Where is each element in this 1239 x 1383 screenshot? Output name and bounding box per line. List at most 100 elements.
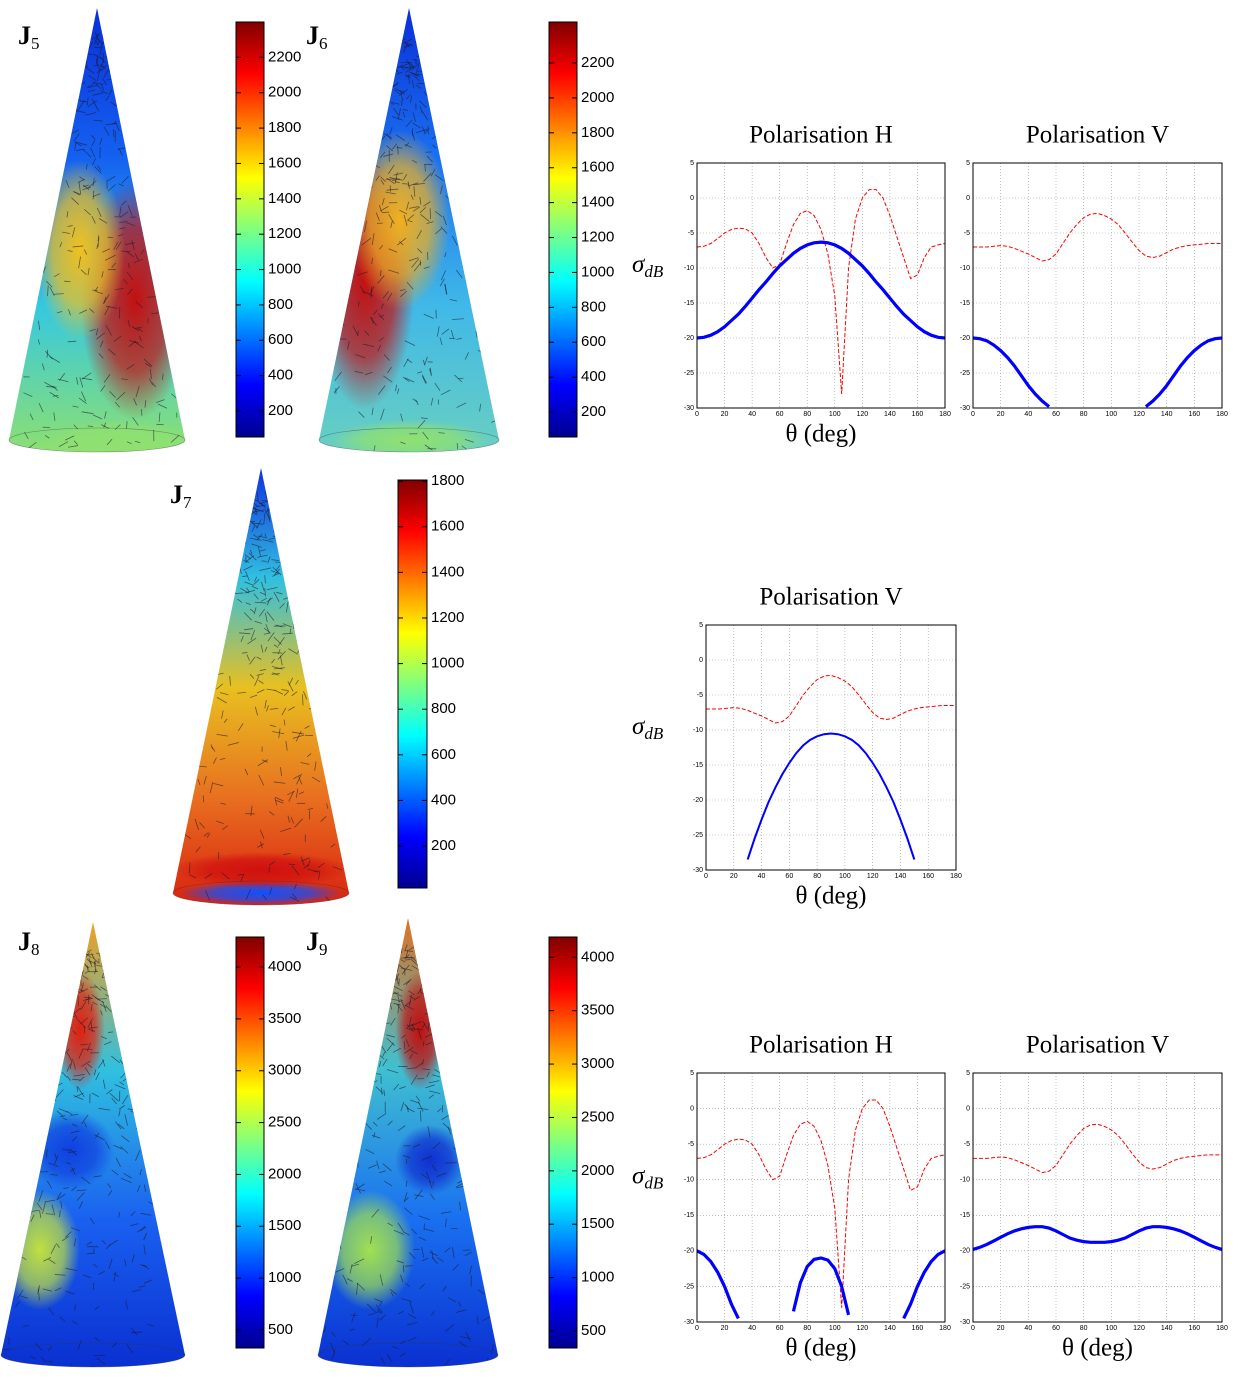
- colorbar-tick-label: 3000: [268, 1062, 301, 1079]
- current-arrow: [349, 1328, 355, 1332]
- current-arrow: [64, 1231, 72, 1238]
- cone-label: J7: [170, 480, 192, 512]
- current-arrow: [411, 258, 420, 268]
- current-arrow: [410, 1027, 423, 1031]
- current-arrow: [118, 233, 124, 237]
- current-arrow: [66, 1063, 71, 1072]
- current-arrow: [324, 1361, 330, 1367]
- current-arrow: [303, 691, 308, 700]
- colorbar-tick-label: 3500: [268, 1010, 301, 1027]
- current-arrow: [402, 43, 409, 53]
- current-arrow: [46, 349, 49, 358]
- current-arrow: [133, 341, 144, 349]
- current-arrow: [376, 1160, 380, 1170]
- current-arrow: [406, 1105, 409, 1113]
- current-arrow: [281, 707, 287, 716]
- current-arrow: [90, 1004, 93, 1012]
- current-arrow: [62, 1117, 68, 1121]
- x-tick-label: 100: [1105, 1325, 1117, 1332]
- current-arrow: [380, 176, 386, 182]
- current-arrow: [405, 74, 412, 78]
- series-line: [746, 732, 916, 860]
- current-arrow: [382, 1058, 388, 1067]
- current-arrow: [70, 1113, 79, 1116]
- current-arrow: [442, 215, 447, 226]
- y-tick-label: -20: [684, 1248, 694, 1255]
- current-arrow: [440, 389, 451, 396]
- current-arrow: [354, 1258, 365, 1265]
- current-arrow: [259, 829, 265, 839]
- current-arrow: [144, 1165, 156, 1170]
- current-arrow: [300, 762, 310, 765]
- current-arrow: [244, 581, 254, 586]
- current-arrow: [400, 1274, 404, 1283]
- current-arrow: [400, 1101, 405, 1112]
- current-arrow: [197, 778, 201, 786]
- current-arrow: [287, 681, 294, 692]
- current-arrow: [287, 790, 295, 796]
- current-arrow: [385, 191, 396, 195]
- current-arrow: [61, 1071, 68, 1078]
- current-arrow: [47, 285, 49, 297]
- current-arrow: [40, 1356, 46, 1363]
- current-arrow: [272, 573, 279, 577]
- current-arrow: [59, 1316, 66, 1322]
- current-arrow: [419, 1283, 425, 1290]
- current-arrow: [121, 175, 129, 184]
- current-arrow: [400, 441, 406, 445]
- current-arrow: [249, 656, 256, 665]
- current-arrow: [437, 1107, 442, 1113]
- current-arrow: [68, 1151, 77, 1153]
- current-arrow: [333, 386, 340, 394]
- current-arrow: [121, 200, 127, 206]
- colorbar-tick-label: 1800: [431, 472, 464, 489]
- current-arrow: [88, 75, 97, 81]
- current-arrow: [379, 314, 385, 318]
- current-arrow: [86, 958, 92, 964]
- y-tick-label: -10: [960, 265, 970, 272]
- current-arrow: [386, 133, 392, 140]
- current-arrow: [415, 1095, 421, 1102]
- current-arrow: [119, 211, 129, 218]
- current-arrow: [370, 1236, 373, 1244]
- current-arrow: [410, 1050, 418, 1055]
- current-arrow: [44, 1199, 56, 1203]
- current-arrow: [99, 56, 107, 64]
- current-arrow: [404, 1265, 413, 1267]
- cone-blob: [25, 1110, 115, 1190]
- current-arrow: [456, 337, 463, 340]
- current-arrow: [439, 278, 445, 287]
- current-arrow: [382, 1051, 386, 1057]
- current-arrow: [246, 587, 250, 593]
- current-arrow: [266, 688, 276, 691]
- current-arrow: [77, 1086, 85, 1098]
- current-arrow: [87, 100, 98, 108]
- current-arrow: [265, 624, 270, 634]
- current-arrow: [245, 602, 251, 606]
- current-arrow: [371, 407, 374, 416]
- current-arrow: [408, 990, 415, 996]
- current-arrow: [417, 248, 423, 254]
- current-arrow: [395, 177, 403, 181]
- current-arrow: [203, 775, 207, 785]
- current-arrow: [291, 731, 304, 735]
- current-arrow: [74, 141, 77, 151]
- current-arrow: [96, 1357, 106, 1365]
- current-arrow: [441, 1211, 452, 1214]
- current-arrow: [144, 362, 152, 368]
- current-arrow: [396, 71, 403, 75]
- current-arrow: [74, 1304, 76, 1311]
- current-arrow: [295, 679, 299, 685]
- current-arrow: [254, 601, 267, 604]
- current-arrow: [96, 66, 106, 74]
- current-arrow: [245, 570, 250, 581]
- current-arrow: [95, 58, 98, 65]
- current-arrow: [386, 145, 394, 152]
- current-arrow: [126, 364, 135, 370]
- current-arrow: [65, 1267, 77, 1272]
- current-arrow: [264, 575, 266, 584]
- current-arrow: [249, 608, 255, 613]
- current-arrow: [259, 567, 272, 571]
- current-arrow: [400, 998, 406, 1010]
- current-arrow: [136, 1184, 141, 1193]
